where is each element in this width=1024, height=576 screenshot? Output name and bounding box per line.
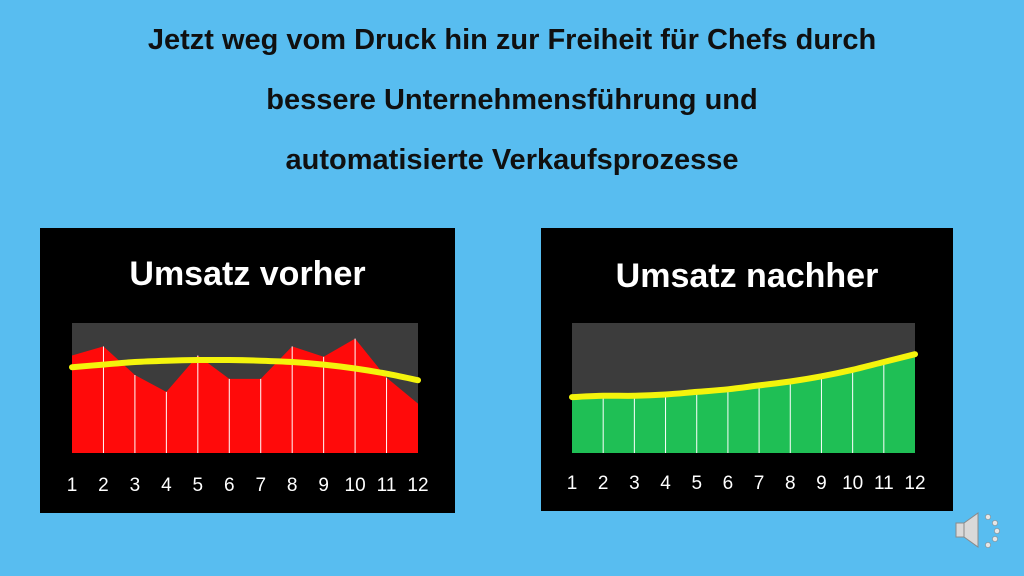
x-tick-label: 6 — [224, 475, 235, 496]
x-tick-label: 6 — [723, 473, 734, 494]
x-tick-label: 10 — [345, 475, 366, 496]
title-line-3: automatisierte Verkaufsprozesse — [285, 144, 739, 176]
x-tick-label: 9 — [816, 473, 827, 494]
chart-title: Umsatz nachher — [616, 257, 879, 295]
x-tick-label: 4 — [161, 475, 172, 496]
x-tick-label: 3 — [629, 473, 640, 494]
series-area — [572, 354, 915, 453]
chart-title: Umsatz vorher — [129, 255, 365, 293]
x-tick-label: 5 — [193, 475, 204, 496]
chart-after: Umsatz nachher 1 2 3 4 5 6 7 8 9 10 11 12 — [541, 228, 953, 511]
x-tick-label: 4 — [660, 473, 671, 494]
x-tick-label: 11 — [874, 473, 894, 494]
slide-title: Jetzt weg vom Druck hin zur Freiheit für… — [0, 18, 1024, 198]
x-tick-label: 10 — [842, 473, 863, 494]
x-tick-label: 12 — [904, 473, 925, 494]
x-tick-label: 9 — [318, 475, 329, 496]
x-tick-label: 7 — [754, 473, 765, 494]
x-tick-label: 8 — [785, 473, 796, 494]
title-line-1: Jetzt weg vom Druck hin zur Freiheit für… — [147, 24, 877, 56]
x-tick-label: 12 — [407, 475, 428, 496]
x-tick-label: 11 — [377, 475, 397, 496]
trend-line — [69, 356, 421, 384]
chart-before: Umsatz vorher 1 2 3 4 5 6 7 8 9 10 11 12 — [40, 228, 455, 513]
x-tick-label: 2 — [598, 473, 609, 494]
speaker-icon-svg — [955, 512, 1000, 548]
x-tick-label: 1 — [567, 473, 578, 494]
x-tick-label: 3 — [130, 475, 141, 496]
x-tick-label: 5 — [691, 473, 702, 494]
x-tick-label: 8 — [287, 475, 298, 496]
title-line-2: bessere Unternehmensführung und — [266, 84, 758, 116]
x-tick-label: 7 — [255, 475, 266, 496]
x-tick-label: 2 — [98, 475, 109, 496]
x-tick-label: 1 — [67, 475, 78, 496]
trend-line — [569, 351, 918, 401]
speaker-icon[interactable] — [950, 505, 1010, 555]
